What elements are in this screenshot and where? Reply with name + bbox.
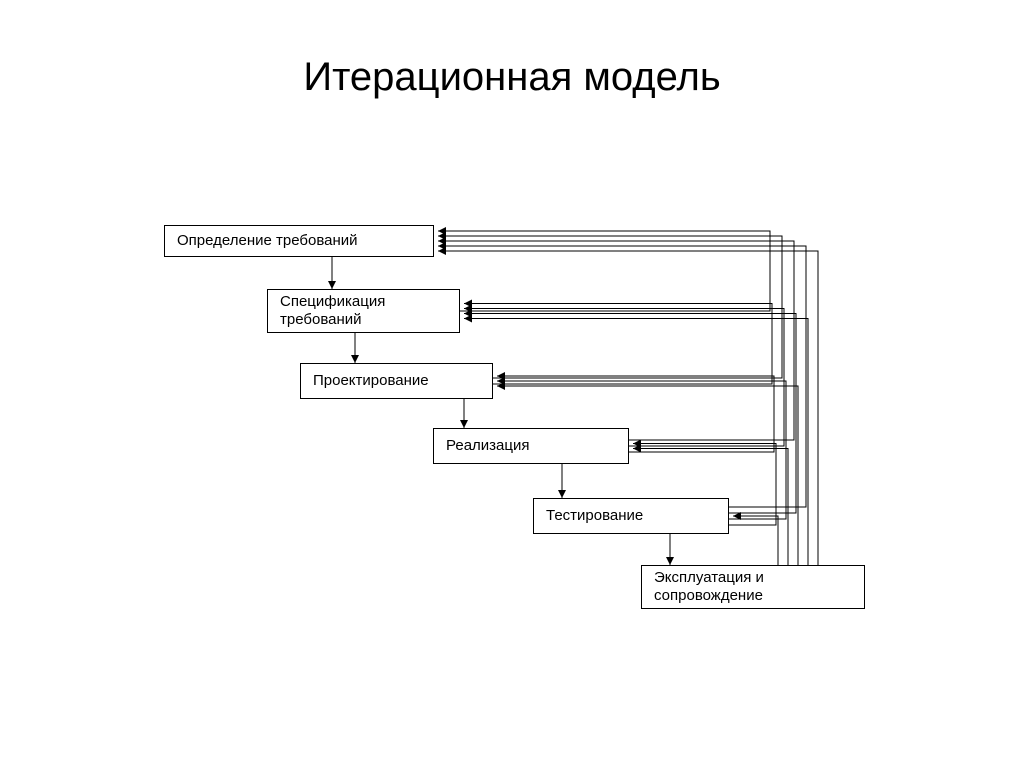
flow-node-n1: Определение требований [164,225,434,257]
flow-node-label: Спецификация требований [280,293,385,329]
flow-node-label: Эксплуатация и сопровождение [654,569,764,605]
flow-node-label: Тестирование [546,507,643,525]
flow-node-n6: Эксплуатация и сопровождение [641,565,865,609]
flow-node-label: Проектирование [313,372,429,390]
flow-node-n4: Реализация [433,428,629,464]
flow-node-label: Определение требований [177,232,358,250]
flow-node-n2: Спецификация требований [267,289,460,333]
flow-node-n5: Тестирование [533,498,729,534]
page-title: Итерационная модель [0,55,1024,100]
title-text: Итерационная модель [303,55,720,99]
flow-node-n3: Проектирование [300,363,493,399]
flow-node-label: Реализация [446,437,529,455]
flowchart-arrows [0,0,1024,767]
